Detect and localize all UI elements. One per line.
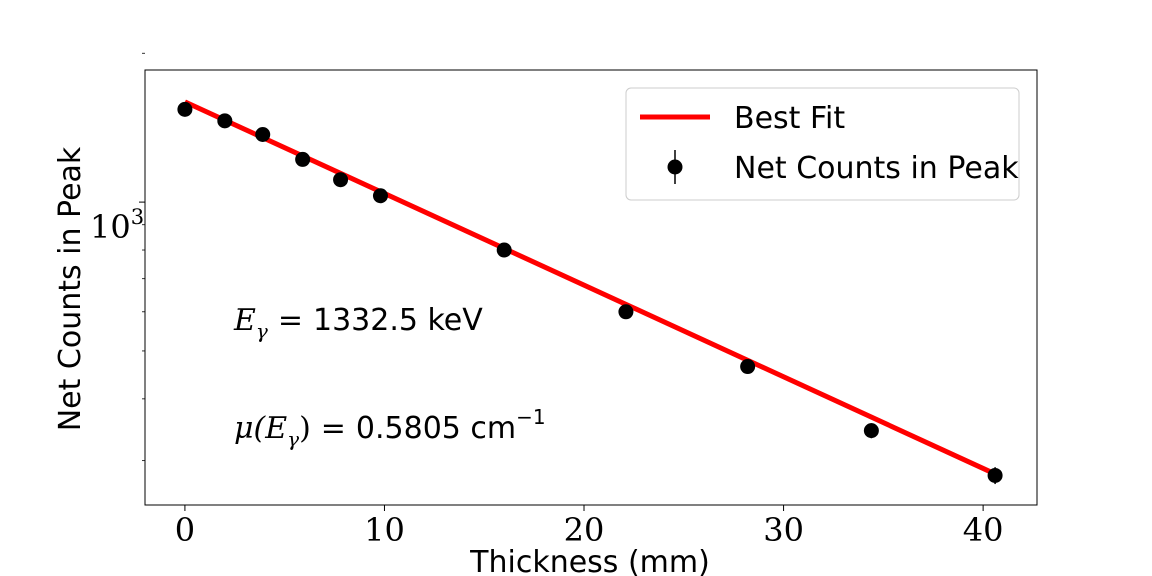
x-tick-label: 20 <box>564 511 605 549</box>
legend-points-label: Net Counts in Peak <box>734 151 1019 186</box>
x-tick-label: 0 <box>175 511 195 549</box>
data-point <box>863 423 879 439</box>
y-tick-label-base: 10 <box>90 208 131 246</box>
energy-value: 1332.5 keV <box>313 303 483 338</box>
annotation-energy: Eγ = 1332.5 keV <box>233 303 483 343</box>
legend: Best Fit Net Counts in Peak <box>625 87 1020 201</box>
energy-symbol: E <box>233 303 256 338</box>
fit-line <box>183 99 997 477</box>
data-point <box>295 151 311 167</box>
mu-value: 0.5805 cm <box>356 411 516 446</box>
x-tick-label: 10 <box>364 511 405 549</box>
y-axis-label: Net Counts in Peak <box>53 146 88 431</box>
y-axis-ticks <box>139 52 145 462</box>
legend-fit-label: Best Fit <box>734 101 845 136</box>
legend-points-marker <box>667 159 683 175</box>
data-point <box>217 113 233 129</box>
mu-exponent: −1 <box>516 405 545 429</box>
data-point <box>333 172 349 188</box>
data-point <box>740 359 756 375</box>
x-tick-label: 40 <box>963 511 1004 549</box>
energy-equals: = <box>278 303 303 338</box>
data-points-group <box>177 101 1003 485</box>
data-point <box>987 467 1003 483</box>
y-tick-label-major: 103 <box>90 205 144 246</box>
data-point <box>177 101 193 117</box>
legend-box <box>625 87 1020 201</box>
fit-line-group <box>183 99 997 477</box>
x-axis-ticks: 0 10 20 30 40 <box>175 505 1004 549</box>
data-point <box>496 242 512 258</box>
annotation-attenuation: μ(Eγ) = 0.5805 cm−1 <box>234 405 546 451</box>
x-tick-label: 30 <box>763 511 804 549</box>
mu-equals: = <box>321 411 346 446</box>
mu-prefix: μ( <box>234 411 266 446</box>
data-point <box>372 188 388 204</box>
mu-suffix: ) <box>299 411 311 446</box>
mu-energy-symbol: E <box>264 411 287 446</box>
y-tick-label-exponent: 3 <box>131 205 144 229</box>
data-point <box>255 127 271 143</box>
data-point <box>618 304 634 320</box>
energy-subscript: γ <box>256 319 268 343</box>
x-axis-label: Thickness (mm) <box>469 545 710 576</box>
mu-energy-subscript: γ <box>287 427 299 451</box>
